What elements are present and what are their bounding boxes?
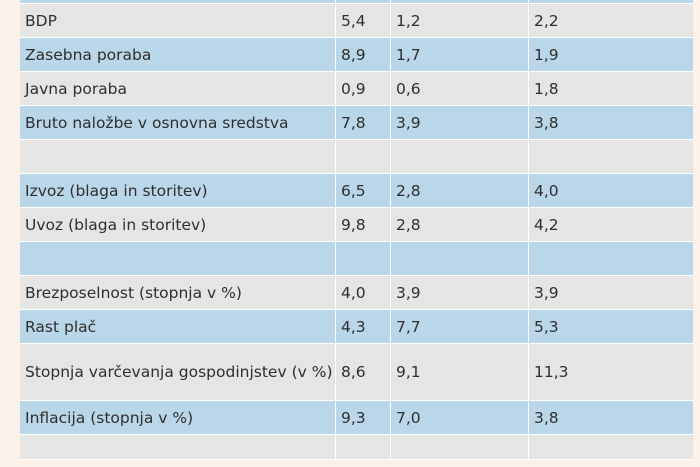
cell-value: 1,9 (529, 38, 693, 72)
row-label: Zasebna poraba (20, 38, 336, 72)
cell-value (391, 242, 529, 276)
table-row: Stopnja varčevanja gospodinjstev (v %) 8… (20, 344, 693, 401)
cell-value: 2,2 (529, 4, 693, 38)
cell-value (336, 242, 391, 276)
cell-value: 5,4 (336, 4, 391, 38)
table-row-spacer (20, 435, 693, 460)
table-row: Zasebna poraba 8,9 1,7 1,9 (20, 38, 693, 72)
table-header-band (20, 0, 693, 4)
cell-value: 7,7 (391, 310, 529, 344)
row-label: Izvoz (blaga in storitev) (20, 174, 336, 208)
cell-value: 0,9 (336, 72, 391, 106)
forecast-table: BDP 5,4 1,2 2,2 Zasebna poraba 8,9 1,7 1… (20, 0, 693, 460)
cell-value (336, 140, 391, 174)
cell-value: 2,8 (391, 174, 529, 208)
row-label: Javna poraba (20, 72, 336, 106)
cell-value: 4,0 (529, 174, 693, 208)
row-label: Uvoz (blaga in storitev) (20, 208, 336, 242)
cell-value: 1,7 (391, 38, 529, 72)
table-row-spacer (20, 140, 693, 174)
table-row: Brezposelnost (stopnja v %) 4,0 3,9 3,9 (20, 276, 693, 310)
cell-value: 4,3 (336, 310, 391, 344)
cell-value: 7,8 (336, 106, 391, 140)
cell-value (391, 435, 529, 460)
cell-value: 3,8 (529, 106, 693, 140)
cell-value: 11,3 (529, 344, 693, 401)
cell-value: 8,6 (336, 344, 391, 401)
cell-value: 9,1 (391, 344, 529, 401)
cell-value (336, 435, 391, 460)
row-label: Rast plač (20, 310, 336, 344)
cell-value: 3,9 (391, 276, 529, 310)
table-row: Uvoz (blaga in storitev) 9,8 2,8 4,2 (20, 208, 693, 242)
table-row: Rast plač 4,3 7,7 5,3 (20, 310, 693, 344)
cell-value (529, 140, 693, 174)
table-row: Javna poraba 0,9 0,6 1,8 (20, 72, 693, 106)
cell-value: 6,5 (336, 174, 391, 208)
cell-value: 3,9 (391, 106, 529, 140)
row-label: Bruto naložbe v osnovna sredstva (20, 106, 336, 140)
row-label: Inflacija (stopnja v %) (20, 401, 336, 435)
row-label: Brezposelnost (stopnja v %) (20, 276, 336, 310)
header-cell (391, 0, 529, 4)
table-row-spacer (20, 242, 693, 276)
cell-value: 0,6 (391, 72, 529, 106)
header-cell (20, 0, 336, 4)
cell-value: 1,2 (391, 4, 529, 38)
row-label (20, 140, 336, 174)
cell-value: 3,9 (529, 276, 693, 310)
table-row: BDP 5,4 1,2 2,2 (20, 4, 693, 38)
table-row: Inflacija (stopnja v %) 9,3 7,0 3,8 (20, 401, 693, 435)
header-cell (529, 0, 693, 4)
cell-value: 5,3 (529, 310, 693, 344)
row-label: BDP (20, 4, 336, 38)
cell-value: 4,0 (336, 276, 391, 310)
cell-value: 3,8 (529, 401, 693, 435)
cell-value: 8,9 (336, 38, 391, 72)
header-cell (336, 0, 391, 4)
cell-value: 9,8 (336, 208, 391, 242)
cell-value: 9,3 (336, 401, 391, 435)
row-label (20, 242, 336, 276)
cell-value: 4,2 (529, 208, 693, 242)
row-label: Stopnja varčevanja gospodinjstev (v %) (20, 344, 336, 401)
table-row: Bruto naložbe v osnovna sredstva 7,8 3,9… (20, 106, 693, 140)
table-row: Izvoz (blaga in storitev) 6,5 2,8 4,0 (20, 174, 693, 208)
cell-value (529, 242, 693, 276)
row-label (20, 435, 336, 460)
cell-value (529, 435, 693, 460)
cell-value: 2,8 (391, 208, 529, 242)
cell-value: 7,0 (391, 401, 529, 435)
cell-value (391, 140, 529, 174)
cell-value: 1,8 (529, 72, 693, 106)
